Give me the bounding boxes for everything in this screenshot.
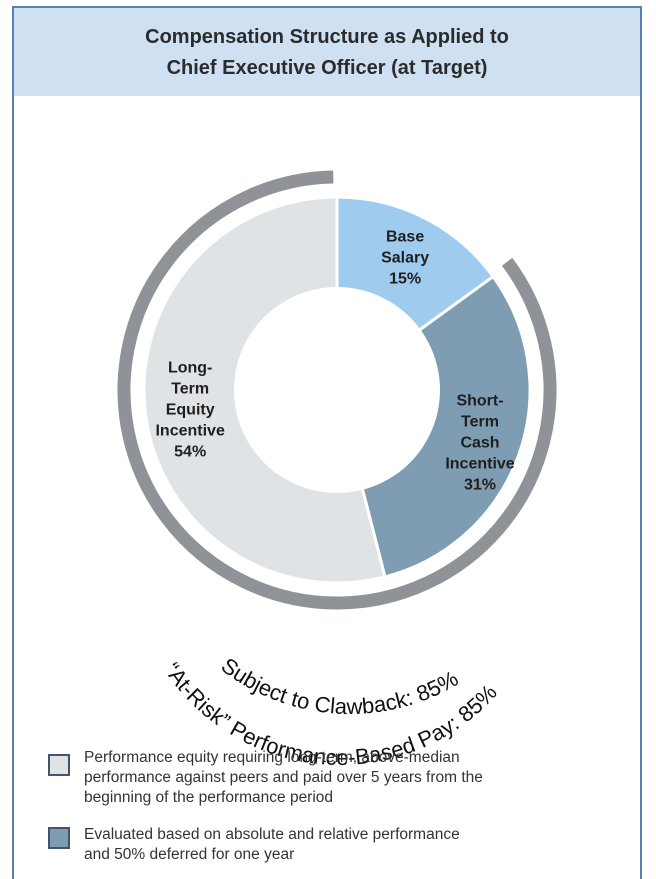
- at-risk-arc: [117, 170, 557, 610]
- donut-hole: [234, 287, 440, 493]
- legend-swatch-equity: [48, 754, 70, 776]
- legend-equity-line-1: Performance equity requiring long-term, …: [84, 749, 460, 766]
- slice-label-long-term-equity-incentive: Long-Term Equity Incentive 54%: [155, 360, 224, 461]
- chart-title-line-2: Chief Executive Officer (at Target): [166, 57, 488, 79]
- chart-title-line-1: Compensation Structure as Applied to: [145, 26, 509, 48]
- chart-header: Compensation Structure as Applied to Chi…: [14, 8, 640, 96]
- slice-label-base-salary: Base Salary 15%: [381, 228, 429, 287]
- legend-cash-line-2: and 50% deferred for one year: [84, 846, 295, 863]
- legend-cash-line-1: Evaluated based on absolute and relative…: [84, 826, 460, 843]
- slice-label-short-term-cash-incentive: Short-Term Cash Incentive 31%: [445, 392, 514, 493]
- clawback-annotation: Subject to Clawback: 85%: [217, 653, 463, 719]
- legend-text-cash: Evaluated based on absolute and relative…: [84, 825, 614, 865]
- slice-short-term-cash-incentive: [335, 274, 532, 579]
- legend-equity-line-2: performance against peers and paid over …: [84, 769, 483, 786]
- slice-labels-group: Base Salary 15% Short-Term Cash Incentive 31% L…: [155, 228, 514, 493]
- legend-equity-line-3: beginning of the performance period: [84, 789, 334, 806]
- legend-text-equity: Performance equity requiring long-term, …: [84, 748, 614, 808]
- legend-swatch-cash: [48, 827, 70, 849]
